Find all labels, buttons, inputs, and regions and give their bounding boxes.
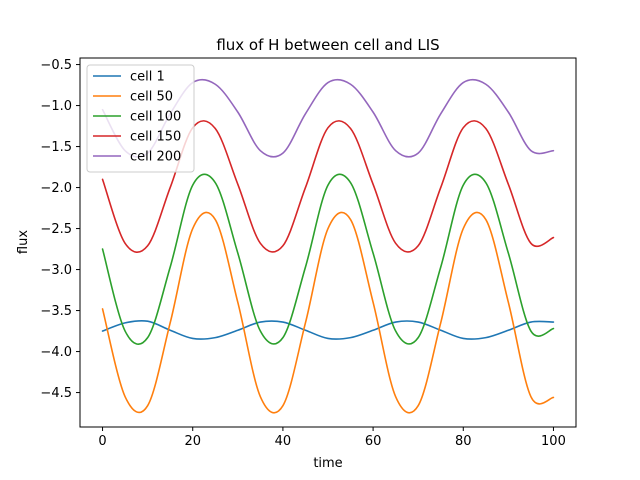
y-tick-label: −4.0 xyxy=(40,345,72,360)
y-tick-label: −2.0 xyxy=(40,181,72,196)
series-line-2 xyxy=(101,211,555,414)
legend-label: cell 50 xyxy=(130,90,173,105)
legend-label: cell 150 xyxy=(130,130,181,145)
x-tick-label: 80 xyxy=(455,434,472,449)
y-axis-title: flux xyxy=(16,230,31,254)
y-tick-label: −4.5 xyxy=(40,386,72,401)
plot-frame xyxy=(79,57,577,428)
chart-title: flux of H between cell and LIS xyxy=(216,36,439,54)
legend-box xyxy=(86,64,195,173)
x-tick-label: 40 xyxy=(275,434,292,449)
legend-label: cell 1 xyxy=(130,70,165,85)
y-tick-label: −3.0 xyxy=(40,263,72,278)
x-axis-title: time xyxy=(313,456,342,471)
y-axis: −4.5 −4.0 −3.5 −3.0 −2.5 −2.0 −1.5 −1.0 −0.5 xyxy=(40,58,80,401)
legend-label: cell 200 xyxy=(130,150,181,165)
y-tick-label: −1.5 xyxy=(40,140,72,155)
legend-label: cell 100 xyxy=(130,110,181,125)
x-tick-label: 20 xyxy=(184,434,201,449)
x-tick-label: 100 xyxy=(541,434,566,449)
series-line-3 xyxy=(101,173,555,345)
x-tick-label: 0 xyxy=(98,434,106,449)
y-tick-label: −0.5 xyxy=(40,58,72,73)
y-tick-label: −3.5 xyxy=(40,304,72,319)
x-tick-label: 60 xyxy=(365,434,382,449)
y-tick-label: −2.5 xyxy=(40,222,72,237)
legend: cell 1 cell 50 cell 100 cell 150 cell 200 xyxy=(86,64,195,173)
y-tick-label: −1.0 xyxy=(40,99,72,114)
series-line-1 xyxy=(101,319,555,340)
x-axis: 0 20 40 60 80 100 xyxy=(98,427,566,449)
